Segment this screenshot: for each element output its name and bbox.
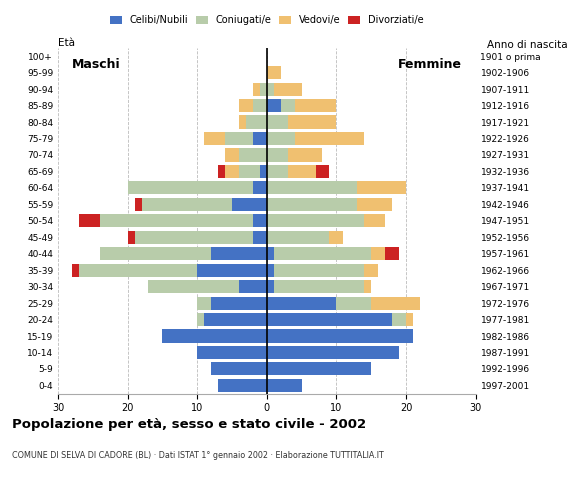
Text: Anno di nascita: Anno di nascita <box>487 40 568 50</box>
Bar <box>100 214 253 228</box>
Bar <box>239 99 253 112</box>
Bar <box>267 132 295 145</box>
Bar <box>295 99 336 112</box>
Bar <box>218 165 225 178</box>
Bar <box>385 247 399 260</box>
Bar <box>267 198 357 211</box>
Bar <box>267 116 288 129</box>
Bar <box>371 247 385 260</box>
Bar <box>225 165 239 178</box>
Bar <box>274 264 364 277</box>
Bar <box>371 297 420 310</box>
Bar <box>267 181 357 194</box>
Bar <box>288 116 336 129</box>
Bar <box>267 264 274 277</box>
Bar <box>295 132 364 145</box>
Bar <box>267 362 371 375</box>
Bar <box>336 297 371 310</box>
Bar <box>239 280 267 293</box>
Bar <box>288 148 322 162</box>
Bar <box>204 132 225 145</box>
Text: Maschi: Maschi <box>72 58 121 71</box>
Bar <box>267 297 336 310</box>
Bar <box>204 313 267 326</box>
Bar <box>267 231 329 244</box>
Bar <box>79 214 100 228</box>
Bar <box>267 313 392 326</box>
Bar <box>246 116 267 129</box>
Bar <box>267 247 274 260</box>
Bar <box>128 181 253 194</box>
Bar <box>239 165 260 178</box>
Bar <box>211 297 267 310</box>
Bar <box>329 231 343 244</box>
Bar <box>142 198 232 211</box>
Bar <box>392 313 406 326</box>
Bar <box>260 83 267 96</box>
Bar <box>253 99 267 112</box>
Bar <box>100 247 211 260</box>
Bar <box>364 280 371 293</box>
Bar <box>253 83 260 96</box>
Bar <box>197 346 267 359</box>
Bar <box>197 297 211 310</box>
Bar <box>239 148 267 162</box>
Bar <box>406 313 413 326</box>
Bar <box>267 99 281 112</box>
Bar <box>267 83 274 96</box>
Bar <box>267 280 274 293</box>
Bar <box>211 362 267 375</box>
Bar <box>253 231 267 244</box>
Bar <box>225 132 253 145</box>
Bar <box>357 198 392 211</box>
Bar <box>267 214 364 228</box>
Bar <box>267 66 281 79</box>
Bar <box>79 264 197 277</box>
Bar <box>128 231 135 244</box>
Bar <box>267 165 288 178</box>
Bar <box>253 132 267 145</box>
Bar <box>135 198 142 211</box>
Bar <box>364 264 378 277</box>
Bar <box>162 329 267 343</box>
Bar <box>288 165 316 178</box>
Bar <box>260 165 267 178</box>
Text: Età: Età <box>58 38 75 48</box>
Bar <box>225 148 239 162</box>
Bar <box>211 247 267 260</box>
Bar <box>274 247 371 260</box>
Bar <box>239 116 246 129</box>
Bar <box>274 280 364 293</box>
Bar <box>253 181 267 194</box>
Bar <box>267 379 302 392</box>
Bar <box>267 346 399 359</box>
Bar <box>281 99 295 112</box>
Bar <box>267 329 413 343</box>
Bar <box>148 280 239 293</box>
Bar <box>253 214 267 228</box>
Bar <box>197 264 267 277</box>
Bar <box>72 264 79 277</box>
Bar <box>218 379 267 392</box>
Bar <box>316 165 329 178</box>
Bar <box>135 231 253 244</box>
Text: Popolazione per età, sesso e stato civile - 2002: Popolazione per età, sesso e stato civil… <box>12 418 366 431</box>
Bar <box>267 148 288 162</box>
Bar <box>357 181 406 194</box>
Bar <box>232 198 267 211</box>
Text: COMUNE DI SELVA DI CADORE (BL) · Dati ISTAT 1° gennaio 2002 · Elaborazione TUTTI: COMUNE DI SELVA DI CADORE (BL) · Dati IS… <box>12 451 383 460</box>
Bar <box>364 214 385 228</box>
Bar <box>274 83 302 96</box>
Bar <box>197 313 204 326</box>
Legend: Celibi/Nubili, Coniugati/e, Vedovi/e, Divorziati/e: Celibi/Nubili, Coniugati/e, Vedovi/e, Di… <box>107 12 427 29</box>
Text: Femmine: Femmine <box>398 58 462 71</box>
